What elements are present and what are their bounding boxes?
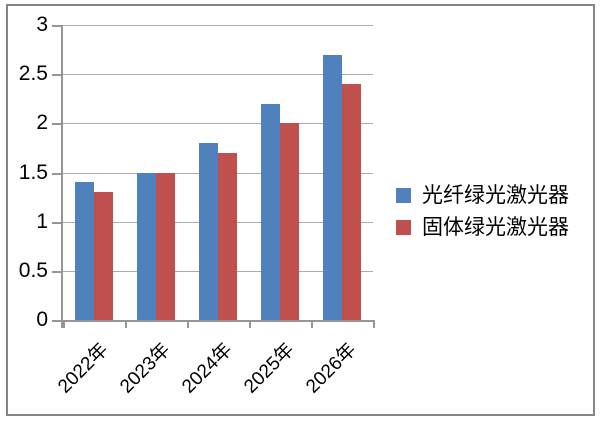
y-axis-line (61, 25, 63, 328)
x-axis-category-label: 2022年 (53, 339, 113, 398)
x-axis-tick (63, 320, 65, 328)
bar-2025年-光纤绿光激光器 (261, 103, 280, 320)
y-axis-tick (52, 222, 61, 224)
gridline (63, 25, 373, 26)
y-axis-tick-label: 1 (36, 210, 48, 233)
y-axis-tick (52, 123, 61, 125)
y-axis-tick-label: 3 (36, 13, 48, 36)
y-axis-tick-label: 2.5 (18, 62, 48, 85)
y-axis-tick-label: 0 (36, 308, 48, 331)
y-axis-tick (52, 271, 61, 273)
y-axis-tick (52, 25, 61, 27)
legend-swatch-blue (396, 188, 411, 203)
x-axis-tick (187, 320, 189, 328)
y-axis-tick (52, 173, 61, 175)
y-axis-tick-label: 1.5 (18, 161, 48, 184)
bar-2022年-光纤绿光激光器 (75, 182, 94, 320)
bar-2026年-光纤绿光激光器 (323, 54, 342, 320)
bar-2022年-固体绿光激光器 (94, 192, 113, 320)
legend-swatch-red (396, 220, 411, 235)
legend: 光纤绿光激光器 固体绿光激光器 (396, 184, 569, 248)
x-axis-category-label: 2026年 (301, 339, 361, 398)
x-axis-tick (249, 320, 251, 328)
legend-item-solid-green-laser: 固体绿光激光器 (396, 216, 569, 239)
x-axis-category-label: 2024年 (177, 339, 237, 398)
y-axis-tick-label: 2 (36, 111, 48, 134)
gridline (63, 123, 373, 124)
bar-2025年-固体绿光激光器 (280, 123, 299, 320)
legend-item-fiber-green-laser: 光纤绿光激光器 (396, 184, 569, 207)
legend-label-fiber-green-laser: 光纤绿光激光器 (422, 184, 569, 207)
y-axis-tick-label: 0.5 (18, 259, 48, 282)
x-axis-tick (311, 320, 313, 328)
x-axis-category-label: 2025年 (239, 339, 299, 398)
bar-2023年-固体绿光激光器 (156, 172, 175, 320)
bar-2024年-光纤绿光激光器 (199, 143, 218, 320)
y-axis-tick (52, 74, 61, 76)
x-axis-line (63, 320, 373, 322)
bar-2024年-固体绿光激光器 (218, 152, 237, 320)
gridline (63, 74, 373, 75)
y-axis-tick (52, 320, 61, 322)
chart-border-frame (6, 4, 595, 416)
x-axis-category-label: 2023年 (115, 339, 175, 398)
bar-2023年-光纤绿光激光器 (137, 172, 156, 320)
bar-2026年-固体绿光激光器 (342, 84, 361, 320)
legend-label-solid-green-laser: 固体绿光激光器 (422, 216, 569, 239)
x-axis-tick (125, 320, 127, 328)
x-axis-tick (373, 320, 375, 328)
